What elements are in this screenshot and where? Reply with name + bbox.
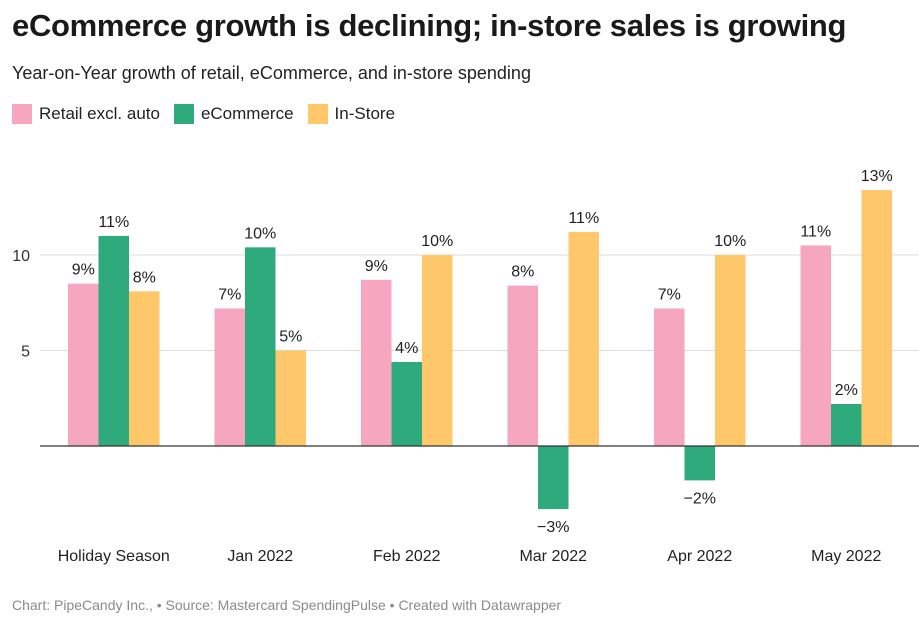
x-tick-label: Feb 2022 — [373, 548, 441, 565]
data-label: 11% — [800, 223, 831, 240]
legend-label-instore: In-Store — [334, 104, 396, 123]
chart-subtitle: Year-on-Year growth of retail, eCommerce… — [12, 63, 531, 83]
bar — [391, 361, 422, 446]
legend-label-retail: Retail excl. auto — [39, 104, 160, 123]
data-label: 9% — [365, 258, 388, 275]
x-tick-label: Apr 2022 — [667, 548, 732, 565]
x-tick-label: Mar 2022 — [519, 548, 587, 565]
data-label: −3% — [537, 519, 569, 536]
y-tick-label: 10 — [12, 248, 30, 265]
data-label: 10% — [714, 233, 746, 250]
bar — [275, 350, 306, 446]
bar — [98, 235, 129, 446]
legend-item-instore: In-Store — [307, 104, 396, 124]
bar — [538, 446, 569, 510]
legend-label-ecommerce: eCommerce — [200, 104, 294, 123]
data-label: 9% — [72, 262, 95, 279]
bar — [68, 283, 99, 446]
data-label: −2% — [684, 490, 716, 507]
bar — [684, 446, 715, 481]
legend-item-ecommerce: eCommerce — [173, 104, 294, 124]
bar — [507, 285, 538, 446]
bar — [715, 255, 746, 446]
bar — [245, 247, 276, 446]
data-label: 11% — [568, 210, 599, 227]
bar — [861, 190, 892, 446]
bar — [800, 245, 831, 446]
data-label: 10% — [421, 233, 453, 250]
bar — [831, 403, 862, 446]
data-label: 13% — [861, 168, 893, 185]
x-tick-label: May 2022 — [811, 548, 881, 565]
x-tick-label: Holiday Season — [58, 548, 170, 565]
data-label: 5% — [279, 329, 302, 346]
bar — [214, 308, 245, 446]
legend-swatch-instore — [307, 104, 328, 124]
bar — [568, 232, 599, 446]
data-label: 11% — [98, 214, 129, 231]
bar — [422, 255, 453, 446]
data-label: 7% — [658, 286, 681, 303]
data-label: 8% — [133, 269, 156, 286]
data-label: 10% — [244, 225, 276, 242]
x-tick-label: Jan 2022 — [227, 548, 293, 565]
legend-swatch-ecommerce — [173, 104, 194, 124]
legend: Retail excl. auto eCommerce In-Store — [12, 104, 409, 124]
data-label: 8% — [511, 264, 534, 281]
data-label: 2% — [835, 382, 858, 399]
y-tick-label: 5 — [21, 344, 30, 361]
bar — [361, 279, 392, 446]
legend-swatch-retail — [12, 104, 32, 124]
data-label: 4% — [395, 340, 418, 357]
bar — [654, 308, 685, 446]
legend-item-retail: Retail excl. auto — [12, 104, 160, 124]
data-label: 7% — [218, 286, 241, 303]
chart-footer: Chart: PipeCandy Inc., • Source: Masterc… — [12, 597, 562, 613]
chart-title: eCommerce growth is declining; in-store … — [12, 8, 847, 43]
bar — [129, 291, 160, 446]
